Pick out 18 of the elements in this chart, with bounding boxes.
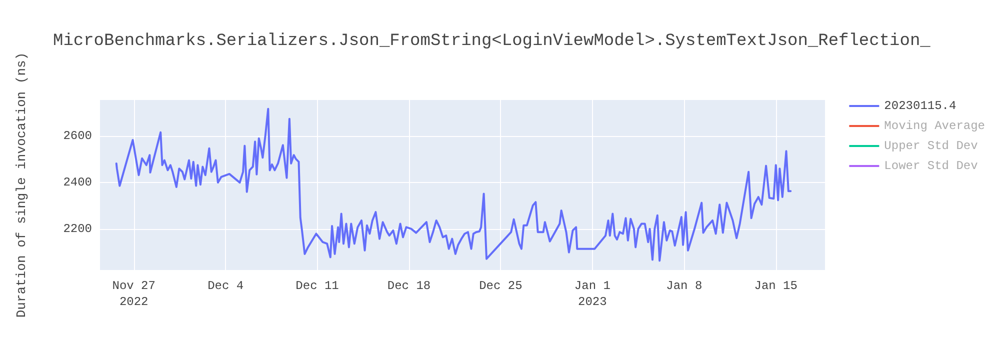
x-tick-label: Nov 27 2022 — [112, 279, 156, 309]
line-series — [115, 108, 792, 262]
legend-label: 20230115.4 — [884, 99, 956, 113]
y-tick-label: 2400 — [63, 176, 92, 190]
x-tick-label: Dec 25 — [479, 279, 522, 293]
y-tick-label: 2200 — [63, 222, 92, 236]
x-tick-label: Jan 8 — [666, 279, 702, 293]
x-tick-label: Dec 4 — [208, 279, 244, 293]
legend-label: Lower Std Dev — [884, 159, 978, 173]
legend-label: Upper Std Dev — [884, 139, 978, 153]
x-tick-label: Jan 1 2023 — [574, 279, 610, 309]
chart-title: MicroBenchmarks.Serializers.Json_FromString<LoginViewModel>.SystemTextJson_Reflection_ — [53, 32, 932, 51]
x-tick-label: Jan 15 — [754, 279, 798, 293]
x-tick-label: Dec 18 — [387, 279, 431, 293]
y-axis-title: Duration of single invocation (ns) — [14, 52, 29, 318]
y-tick-label: 2600 — [63, 129, 92, 144]
legend-label: Moving Average — [884, 119, 986, 133]
x-tick-label: Dec 11 — [296, 279, 339, 293]
